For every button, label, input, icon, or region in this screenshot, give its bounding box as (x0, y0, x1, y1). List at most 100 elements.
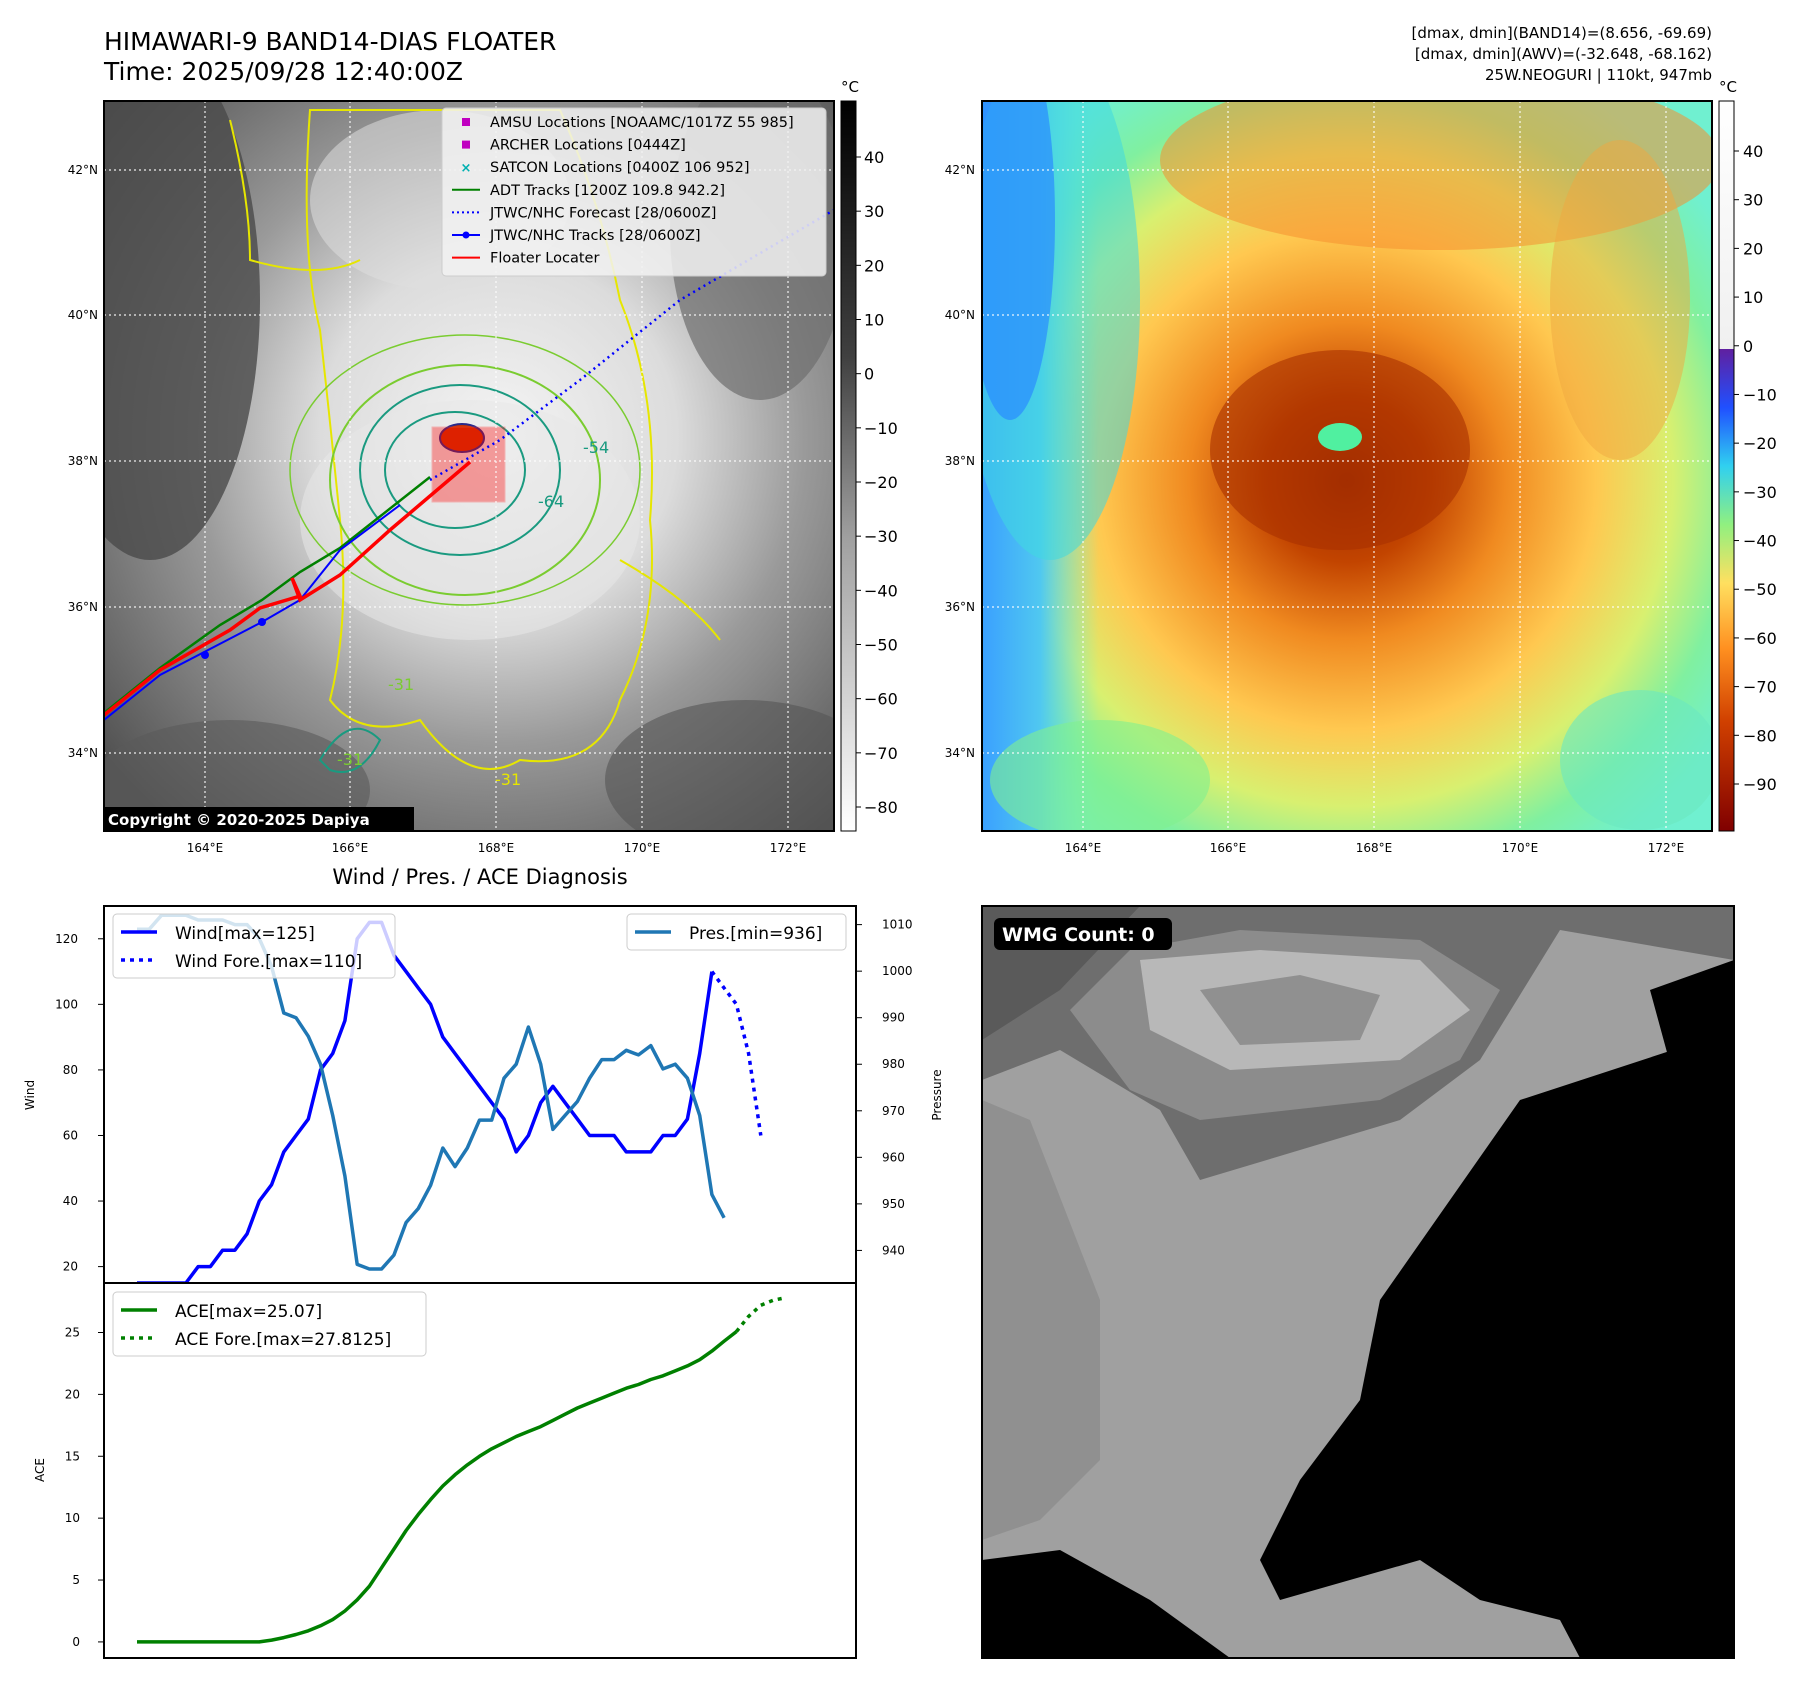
wind-tick-label: 40 (63, 1194, 78, 1208)
wind-tick-label: 100 (55, 997, 78, 1011)
legend-label: Pres.[min=936] (689, 924, 822, 944)
right-map-axis-labels: 42°N 40°N 38°N 36°N 34°N 164°E 166°E 168… (945, 163, 1685, 855)
pressure-tick-label: 970 (882, 1104, 905, 1118)
lon-label: 168°E (478, 841, 515, 855)
lon-label: 166°E (1210, 841, 1247, 855)
wmg-count-label: WMG Count: 0 (1002, 924, 1155, 946)
wind-tick-label: 20 (63, 1260, 78, 1274)
lon-label: 168°E (1356, 841, 1393, 855)
gray-colorbar-unit: °C (841, 78, 859, 96)
legend-label: Floater Locater (490, 251, 599, 267)
legend-label: Wind Fore.[max=110] (175, 952, 362, 972)
ace-tick-label: 25 (65, 1326, 80, 1340)
lon-label: 170°E (624, 841, 661, 855)
legend-label: Wind[max=125] (175, 924, 315, 944)
colorbar-tick-label: 30 (1743, 191, 1763, 210)
lat-label: 36°N (68, 600, 98, 614)
color-colorbar-unit: °C (1719, 78, 1737, 96)
info-band14: [dmax, dmin](BAND14)=(8.656, -69.69) (1412, 24, 1712, 42)
pressure-tick-label: 990 (882, 1011, 905, 1025)
ace-line (137, 1330, 738, 1644)
legend-marker (462, 231, 470, 239)
ace-axis-label: ACE (33, 1458, 47, 1482)
lat-label: 40°N (68, 308, 98, 322)
wind-legend: Wind[max=125] Wind Fore.[max=110] (112, 913, 396, 979)
colorbar-tick-label: −30 (864, 527, 898, 546)
legend-label: SATCON Locations [0400Z 106 952] (490, 160, 749, 176)
colorbar-tick-label: −10 (1743, 385, 1777, 404)
contour-label: -64 (538, 492, 564, 511)
colorbar-tick-label: −30 (1743, 483, 1777, 502)
ace-tick-label: 10 (65, 1511, 80, 1525)
lon-label: 164°E (187, 841, 224, 855)
wind-pressure-chart: Wind Pressure 20 40 60 80 100 120 940 950 960 97… (23, 905, 944, 1285)
colorbar-tick-label: −40 (1743, 532, 1777, 551)
colorbar-tick-label: −60 (1743, 629, 1777, 648)
legend-marker (462, 118, 470, 126)
colorbar-tick-label: −70 (1743, 678, 1777, 697)
figure-time: Time: 2025/09/28 12:40:00Z (103, 57, 463, 86)
map-legend: AMSU Locations [NOAAMC/1017Z 55 985] ARCH… (441, 107, 827, 277)
storm-info: 25W.NEOGURI | 110kt, 947mb (1485, 66, 1712, 84)
ace-tick-label: 0 (72, 1635, 80, 1649)
legend-label: ACE[max=25.07] (175, 1302, 322, 1322)
lat-label: 34°N (68, 746, 98, 760)
lat-label: 40°N (945, 308, 975, 322)
pressure-tick-label: 1000 (882, 964, 913, 978)
lon-label: 172°E (770, 841, 807, 855)
colorbar-tick-label: 30 (864, 202, 884, 221)
copyright-label: Copyright © 2020-2025 Dapiya (108, 811, 370, 829)
ace-chart: ACE 0 5 10 15 20 25 ACE[max=25.07] ACE Fore.[… (33, 1282, 857, 1659)
color-colorbar: °C 40 30 20 10 0 −10 −20 −30 −40 −50 −60 −70 −80 −90 (1718, 78, 1777, 832)
lat-label: 42°N (68, 163, 98, 177)
contour-label: -31 (337, 750, 363, 769)
lon-label: 164°E (1065, 841, 1102, 855)
colorbar-tick-label: −70 (864, 744, 898, 763)
gray-colorbar: °C 40 30 20 10 0 −10 −20 −30 −40 −50 −60 −70 −80 (840, 78, 898, 832)
lat-label: 38°N (68, 454, 98, 468)
legend-marker (462, 140, 470, 149)
colorbar-tick-label: −40 (864, 581, 898, 600)
colorbar-tick-label: 40 (1743, 142, 1763, 161)
colorbar-tick-label: −20 (864, 473, 898, 492)
ace-legend: ACE[max=25.07] ACE Fore.[max=27.8125] (112, 1291, 427, 1357)
pressure-tick-label: 1010 (882, 918, 913, 932)
lat-label: 42°N (945, 163, 975, 177)
legend-label: ADT Tracks [1200Z 109.8 942.2] (490, 183, 725, 199)
pressure-tick-label: 980 (882, 1057, 905, 1071)
colorbar-tick-label: −50 (1743, 580, 1777, 599)
contour-label: -54 (583, 438, 609, 457)
wmg-panel: WMG Count: 0 (981, 905, 1735, 1659)
wind-tick-label: 80 (63, 1063, 78, 1077)
colorbar-tick-label: −90 (1743, 775, 1777, 794)
legend-label: JTWC/NHC Forecast [28/0600Z] (489, 205, 716, 221)
colorbar-tick-label: 10 (864, 311, 884, 330)
colorbar-tick-label: −80 (864, 798, 898, 817)
pressure-tick-label: 940 (882, 1243, 905, 1257)
legend-marker: × (461, 161, 472, 176)
legend-label: JTWC/NHC Tracks [28/0600Z] (489, 228, 701, 244)
ir-color-map (981, 100, 1713, 832)
lon-label: 170°E (1502, 841, 1539, 855)
pressure-tick-label: 950 (882, 1197, 905, 1211)
legend-label: AMSU Locations [NOAAMC/1017Z 55 985] (490, 115, 794, 131)
colorbar-tick-label: −80 (1743, 726, 1777, 745)
lon-label: 166°E (332, 841, 369, 855)
legend-label: ARCHER Locations [0444Z] (490, 138, 686, 154)
diagnosis-title: Wind / Pres. / ACE Diagnosis (332, 865, 627, 889)
ace-tick-label: 20 (65, 1387, 80, 1401)
colorbar-tick-label: −50 (864, 636, 898, 655)
ace-forecast-line (735, 1295, 786, 1333)
ace-tick-label: 15 (65, 1449, 80, 1463)
colorbar-tick-label: 40 (864, 148, 884, 167)
legend-label: ACE Fore.[max=27.8125] (175, 1330, 391, 1350)
ace-tick-label: 5 (72, 1573, 80, 1587)
lat-label: 36°N (945, 600, 975, 614)
lon-label: 172°E (1648, 841, 1685, 855)
wind-tick-label: 60 (63, 1128, 78, 1142)
left-map-axis-labels: 42°N 40°N 38°N 36°N 34°N 164°E 166°E 168… (68, 163, 807, 855)
colorbar-tick-label: 0 (864, 365, 874, 384)
colorbar-tick-label: 0 (1743, 337, 1753, 356)
colorbar-tick-label: 20 (864, 256, 884, 275)
